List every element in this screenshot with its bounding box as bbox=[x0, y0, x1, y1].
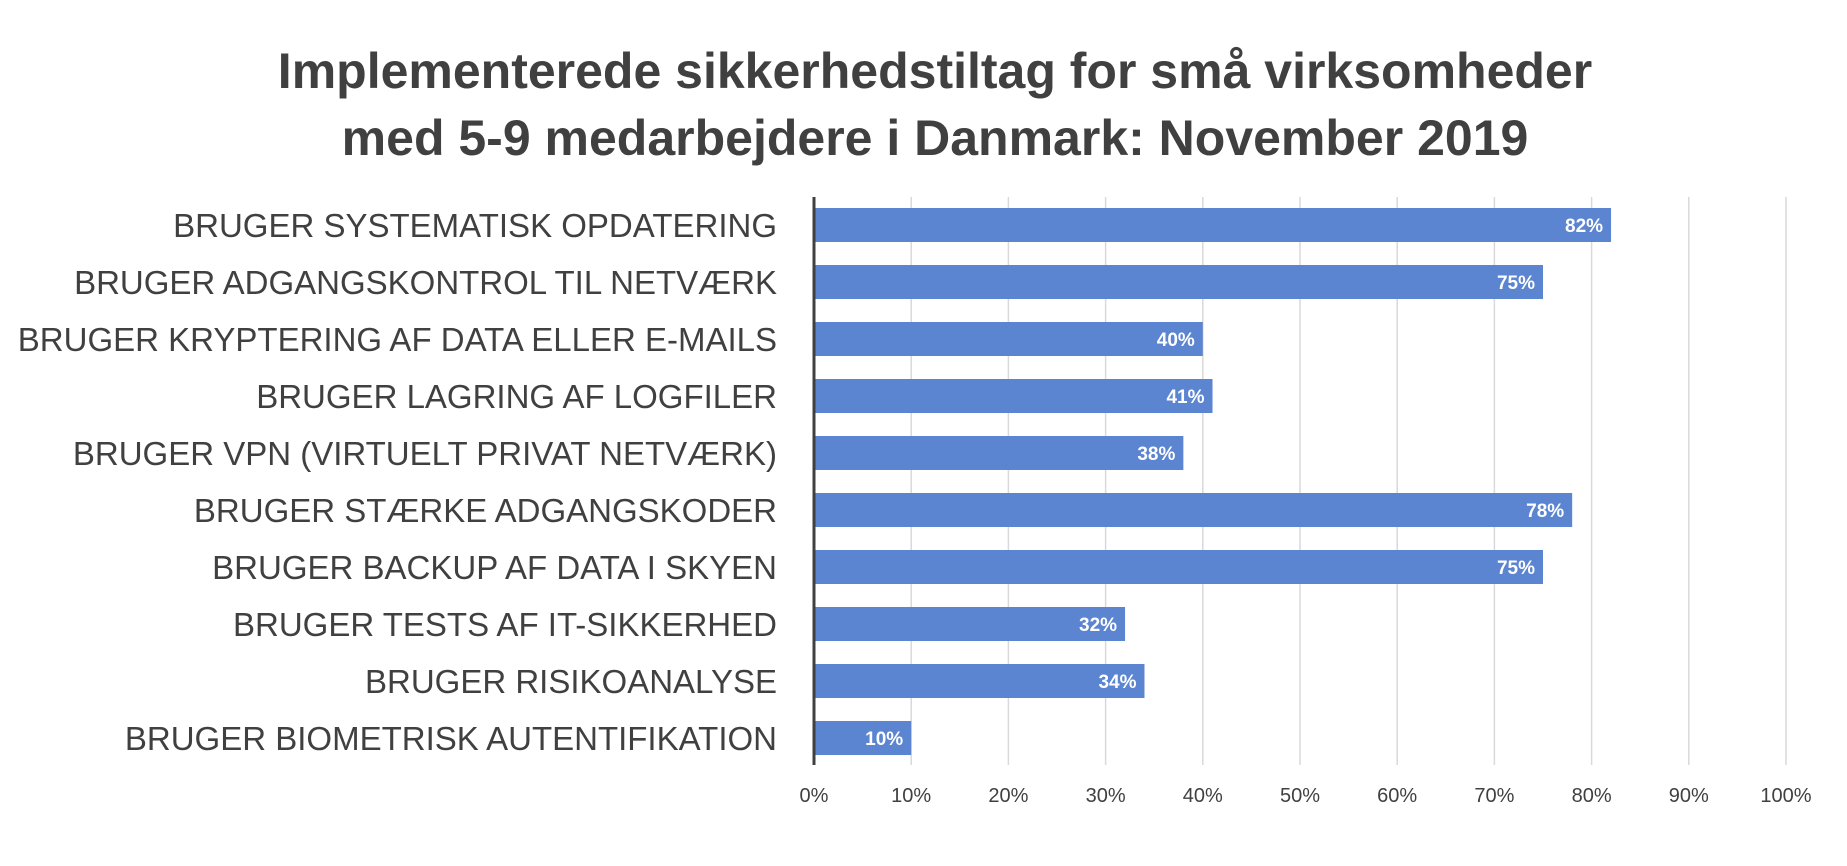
bar-9 bbox=[814, 664, 1145, 698]
x-tick-label-90: 90% bbox=[1669, 785, 1709, 807]
data-label-5: 38% bbox=[1137, 444, 1175, 465]
data-label-10: 10% bbox=[865, 729, 903, 750]
x-tick-label-40: 40% bbox=[1183, 785, 1223, 807]
category-label-7: BRUGER BACKUP AF DATA I SKYEN bbox=[212, 549, 777, 586]
x-tick-label-60: 60% bbox=[1377, 785, 1417, 807]
bars bbox=[814, 208, 1612, 755]
bar-7 bbox=[814, 550, 1543, 584]
x-tick-label-100: 100% bbox=[1760, 785, 1811, 807]
category-label-9: BRUGER RISIKOANALYSE bbox=[365, 663, 777, 700]
category-label-3: BRUGER KRYPTERING AF DATA ELLER E-MAILS bbox=[18, 321, 777, 358]
bar-8 bbox=[814, 607, 1126, 641]
category-label-4: BRUGER LAGRING AF LOGFILER bbox=[256, 378, 777, 415]
x-tick-label-20: 20% bbox=[988, 785, 1028, 807]
data-label-3: 40% bbox=[1157, 330, 1195, 351]
data-label-7: 75% bbox=[1497, 558, 1535, 579]
data-label-1: 82% bbox=[1565, 216, 1603, 237]
chart-title-line-1: Implementerede sikkerhedstiltag for små … bbox=[278, 43, 1592, 99]
bar-4 bbox=[814, 379, 1213, 413]
data-label-6: 78% bbox=[1526, 501, 1564, 522]
category-label-6: BRUGER STÆRKE ADGANGSKODER bbox=[194, 492, 777, 529]
data-label-9: 34% bbox=[1098, 672, 1136, 693]
data-label-4: 41% bbox=[1166, 387, 1204, 408]
x-tick-label-30: 30% bbox=[1086, 785, 1126, 807]
x-axis-tick-labels: 0% 10% 20% 30% 40% 50% 60% 70% 80% 90% 100% bbox=[800, 785, 1812, 807]
category-labels: BRUGER SYSTEMATISK OPDATERING BRUGER ADGA… bbox=[18, 207, 777, 757]
bar-1 bbox=[814, 208, 1612, 242]
bar-10 bbox=[814, 721, 912, 755]
bar-3 bbox=[814, 322, 1203, 356]
x-tick-label-80: 80% bbox=[1572, 785, 1612, 807]
bar-6 bbox=[814, 493, 1573, 527]
category-label-10: BRUGER BIOMETRISK AUTENTIFIKATION bbox=[125, 720, 777, 757]
data-label-8: 32% bbox=[1079, 615, 1117, 636]
bar-2 bbox=[814, 265, 1543, 299]
chart-title: Implementerede sikkerhedstiltag for små … bbox=[278, 43, 1592, 166]
data-labels: 82% 75% 40% 41% 38% 78% 75% 32% 34% 10% bbox=[865, 216, 1603, 750]
category-label-2: BRUGER ADGANGSKONTROL TIL NETVÆRK bbox=[74, 264, 777, 301]
category-label-1: BRUGER SYSTEMATISK OPDATERING bbox=[173, 207, 777, 244]
category-label-8: BRUGER TESTS AF IT-SIKKERHED bbox=[233, 606, 777, 643]
chart-title-line-2: med 5-9 medarbejdere i Danmark: November… bbox=[342, 110, 1529, 166]
x-tick-label-10: 10% bbox=[891, 785, 931, 807]
x-tick-label-50: 50% bbox=[1280, 785, 1320, 807]
category-label-5: BRUGER VPN (VIRTUELT PRIVAT NETVÆRK) bbox=[73, 435, 777, 472]
x-tick-label-0: 0% bbox=[800, 785, 829, 807]
bar-5 bbox=[814, 436, 1184, 470]
data-label-2: 75% bbox=[1497, 273, 1535, 294]
x-tick-label-70: 70% bbox=[1474, 785, 1514, 807]
